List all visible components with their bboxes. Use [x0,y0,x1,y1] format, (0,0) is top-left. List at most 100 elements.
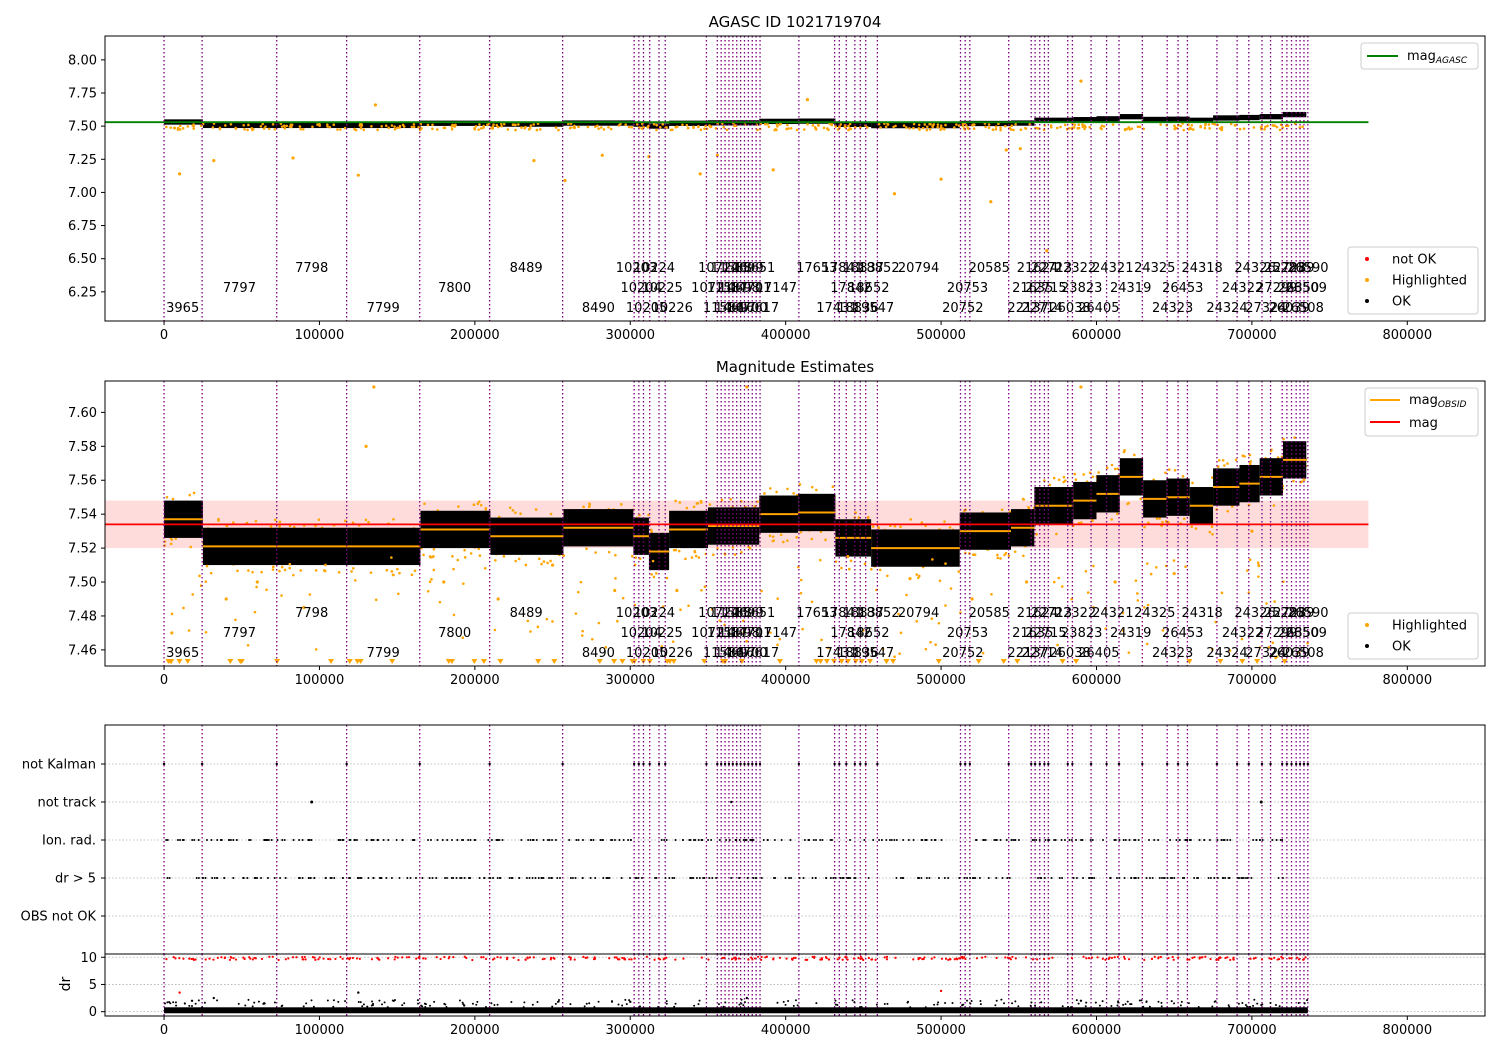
flags-not-kalman-point [833,762,836,766]
agasc-highlighted-point [1264,125,1267,129]
agasc-highlighted-point [1190,123,1194,127]
dr-capped-point [1085,957,1088,960]
dr-capped-point [287,957,290,960]
mag-highlighted-point [1021,497,1025,501]
dr-capped-point [424,957,427,960]
dr-capped-point [867,956,870,960]
agasc-highlighted-point [767,125,771,129]
agasc-highlighted-point [661,123,665,126]
flags-row-point [1054,839,1057,841]
mag-obsid-label: 10226 [652,646,693,661]
flags-row-point [654,877,657,879]
flags-row-point [168,877,171,879]
mag-highlighted-point [1161,520,1164,524]
dr-capped-point [995,956,998,960]
dr-ok-point [979,1003,982,1006]
mag-highlighted-point [1073,472,1077,476]
flags-row-point [1134,877,1137,879]
agasc-highlighted-outlier [373,103,378,107]
flags-row-point [1044,839,1047,841]
mag-highlighted-scatter [1228,649,1232,652]
flags-row-point [496,877,499,879]
dr-ok-point [175,1004,178,1007]
flags-row-point [1171,877,1174,879]
agasc-obsid-label: 19547 [853,301,894,316]
dr-ok-point [815,1002,818,1005]
dr-ok-point [417,1002,420,1005]
flags-row-point [569,877,572,879]
mag-highlighted-point [1208,530,1212,534]
agasc-highlighted-point [1275,125,1279,129]
flags-row-point [210,839,213,841]
flags-row-point [414,877,417,879]
flags-row-point [365,839,368,841]
mag-highlighted-point [292,573,295,577]
mag-clipped-marker [448,659,455,664]
agasc-highlighted-point [838,125,841,128]
mag-ytick-label: 7.50 [68,576,97,591]
mag-highlighted-scatter [581,629,584,633]
dr-capped-point [1281,957,1285,960]
agasc-highlighted-point [936,125,939,129]
dr-capped-point [700,956,703,959]
dr-ok-point [674,1002,677,1005]
agasc-obsid-label: 7799 [367,301,400,316]
dr-capped-point [1127,958,1131,961]
mag-highlighted-point [924,524,927,528]
dr-capped-point [358,957,361,960]
mag-obsid-label: 14701 [730,626,771,641]
flags-row-point [969,877,972,879]
flags-row-point [166,877,169,879]
mag-obsid-label: 14700 [726,646,767,661]
flags-row-point [531,877,534,879]
dr-capped-point [394,955,397,959]
flags-row-point [219,839,222,841]
flags-row-point [1070,839,1073,841]
agasc-ok-band [1073,117,1097,123]
mag-highlighted-outlier [908,577,912,581]
dr-ok-point [371,1004,374,1007]
mag-highlighted-scatter [621,596,625,600]
agasc-obsid-label: 15651 [734,261,775,276]
dr-capped-point [930,957,933,960]
mag-highlighted-scatter [1136,599,1140,602]
dr-ok-point [433,1000,436,1003]
agasc-highlighted-point [360,124,364,127]
flags-row-point [847,877,850,879]
flags-row-point [531,839,534,841]
flags-not-kalman-point [1117,762,1121,766]
mag-highlighted-point [786,539,789,542]
mag-highlighted-scatter [246,643,250,647]
flags-row-point [730,877,733,879]
mag-highlighted-scatter [1057,576,1060,580]
flags-row-point [279,877,282,879]
mag-clipped-marker [1186,659,1193,664]
flags-row-point [830,839,833,841]
dr-capped-point [883,956,886,959]
dr-ok-point [1160,1001,1163,1004]
dr-ok-point [523,1001,526,1004]
agasc-obsid-label: 24326 [1234,261,1275,276]
mag-highlighted-point [1115,512,1119,516]
flags-row-point [930,839,933,841]
agasc-ytick-label: 7.00 [68,186,97,201]
dr-capped-point [229,956,232,959]
flags-not-kalman-point [876,762,879,766]
dr-ok-point [1244,1003,1247,1006]
dr-ok-point [1101,1000,1104,1003]
flags-row-point [622,839,625,841]
mag-highlighted-point [1052,476,1056,480]
flags-row-point [878,839,881,841]
dr-capped-point [396,956,399,959]
agasc-obsid-label: 10224 [634,261,675,276]
flags-row-point [1226,839,1229,841]
flags-row-point [895,877,898,879]
mag-obsid-label: 17431 [816,646,857,661]
mag-legend-mag-label: mag [1409,416,1438,431]
mag-highlighted-scatter [776,643,779,647]
agasc-highlighted-point [1059,125,1062,129]
flags-not-kalman-point [657,762,661,766]
agasc-highlighted-point [847,128,850,132]
mag-highlighted-scatter [182,606,185,610]
mag-highlighted-scatter [551,620,554,623]
